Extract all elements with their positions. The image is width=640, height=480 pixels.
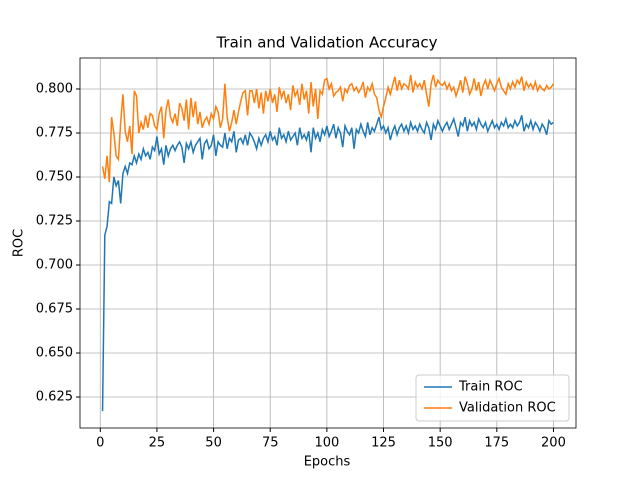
y-tick-label: 0.700 (36, 258, 73, 273)
x-tick-label: 150 (428, 436, 453, 451)
x-tick-label: 75 (262, 436, 279, 451)
y-tick-label: 0.725 (36, 213, 73, 228)
x-tick-label: 50 (205, 436, 222, 451)
line-series (101, 115, 554, 412)
x-tick-label: 125 (371, 436, 396, 451)
x-tick-label: 175 (484, 436, 509, 451)
y-tick-label: 0.800 (36, 81, 73, 96)
y-tick-label: 0.675 (36, 302, 73, 317)
y-tick-label: 0.750 (36, 169, 73, 184)
legend-label: Validation ROC (459, 401, 556, 416)
y-axis-label: ROC (12, 229, 27, 257)
legend-label: Train ROC (458, 380, 523, 395)
x-axis-label: Epochs (304, 455, 351, 470)
x-tick-label: 0 (96, 436, 104, 451)
chart-title: Train and Validation Accuracy (215, 34, 437, 52)
y-tick-label: 0.650 (36, 346, 73, 361)
legend-box (415, 374, 570, 422)
line-series (101, 74, 555, 183)
plot-frame (79, 57, 577, 429)
x-tick-label: 25 (149, 436, 166, 451)
y-tick-label: 0.775 (36, 125, 73, 140)
x-tick-label: 200 (541, 436, 566, 451)
x-tick-label: 100 (314, 436, 339, 451)
y-tick-label: 0.625 (36, 390, 73, 405)
